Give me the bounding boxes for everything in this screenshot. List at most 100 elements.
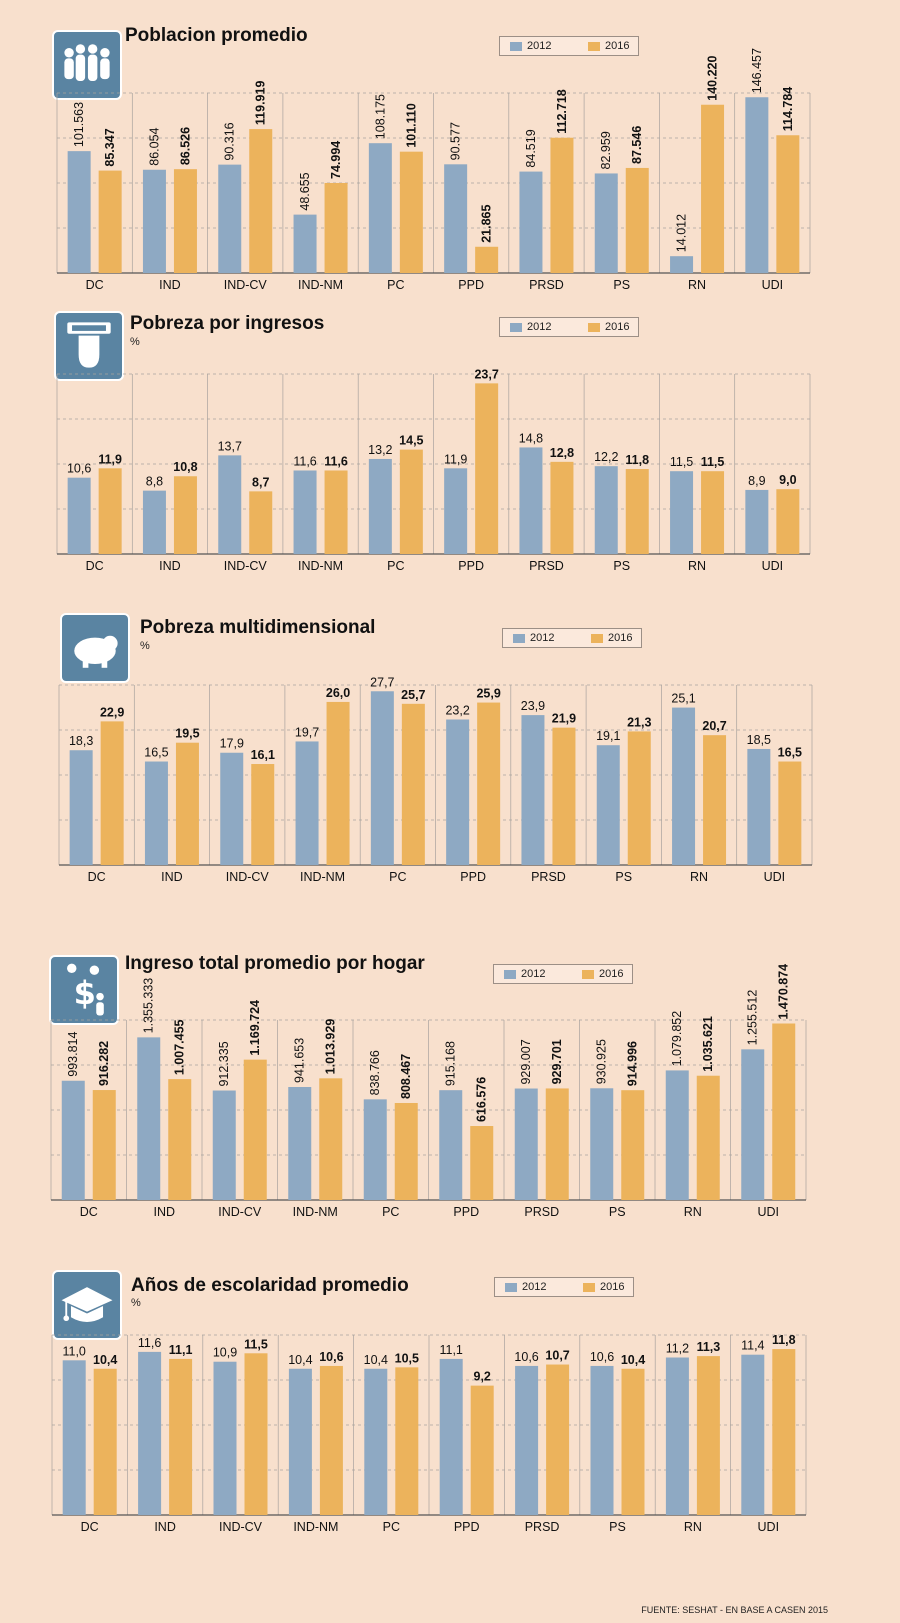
- data-label-2012-ind: 8,8: [146, 475, 163, 489]
- bar-2012-udi: [741, 1049, 765, 1200]
- data-label-2012-ps: 10,6: [590, 1350, 614, 1364]
- bar-2012-ind-nm: [288, 1368, 312, 1515]
- data-label-2012-rn: 11,2: [666, 1342, 689, 1356]
- data-label-2016-ppd: 23,7: [474, 367, 498, 381]
- legend-swatch-2012: [510, 42, 522, 51]
- bar-2016-udi: [776, 135, 800, 273]
- legend-swatch-2016: [583, 1283, 595, 1292]
- bar-2012-udi: [741, 1354, 765, 1515]
- bar-2012-dc: [62, 1360, 86, 1515]
- chart-title: Poblacion promedio: [125, 25, 308, 46]
- data-label-2012-prsd: 929.007: [519, 1039, 533, 1084]
- bar-2016-ind-nm: [324, 183, 348, 273]
- bar-2012-ppd: [444, 164, 468, 273]
- data-label-2012-rn: 14.012: [675, 214, 689, 252]
- graduation-cap-icon: [52, 1270, 122, 1340]
- family-money-icon: $: [49, 955, 119, 1025]
- legend-swatch-2012: [510, 323, 522, 332]
- bar-2016-ps: [627, 731, 651, 865]
- people-icon: [52, 30, 122, 100]
- category-label-ind: IND: [161, 870, 183, 884]
- category-label-ppd: PPD: [460, 870, 486, 884]
- bar-2016-ps: [621, 1368, 645, 1515]
- bar-2016-ps: [625, 469, 649, 554]
- category-label-ps: PS: [609, 1520, 626, 1534]
- bar-2016-ps: [625, 167, 649, 273]
- bar-2016-rn: [696, 1356, 720, 1515]
- data-label-2012-prsd: 84.519: [524, 129, 538, 167]
- bar-2012-ps: [590, 1365, 614, 1515]
- bar-2012-ind-cv: [213, 1361, 237, 1515]
- bar-2012-udi: [745, 97, 769, 273]
- legend-swatch-2016: [588, 42, 600, 51]
- bar-2012-ind: [142, 169, 166, 273]
- legend-swatch-2012: [505, 1283, 517, 1292]
- data-label-2012-pc: 838.766: [368, 1050, 382, 1095]
- legend-label-2016: 2016: [605, 321, 630, 333]
- bar-2016-udi: [772, 1023, 796, 1200]
- bar-2016-rn: [696, 1075, 720, 1200]
- data-label-2016-ppd: 21.865: [480, 204, 494, 242]
- data-label-2016-dc: 85.347: [103, 128, 117, 166]
- category-label-prsd: PRSD: [529, 559, 564, 573]
- legend-swatch-2012: [513, 634, 525, 643]
- bar-2012-prsd: [515, 1365, 539, 1515]
- data-label-2016-ind-nm: 11,6: [324, 454, 348, 468]
- data-label-2012-ppd: 90.577: [449, 122, 463, 160]
- bar-2016-pc: [395, 1367, 419, 1515]
- data-label-2016-rn: 11,3: [697, 1340, 721, 1354]
- legend-swatch-2012: [504, 970, 516, 979]
- chart-plot-poblacion: 101.563 85.347 DC 86.054 86.526 IND 90.316 119.…: [56, 48, 811, 292]
- legend: 2012 2016: [499, 36, 639, 56]
- data-label-2016-dc: 10,4: [93, 1353, 117, 1367]
- category-label-ind: IND: [154, 1520, 176, 1534]
- data-label-2012-ppd: 11,1: [439, 1343, 462, 1357]
- data-label-2012-ind-nm: 19,7: [295, 725, 319, 739]
- category-label-pc: PC: [383, 1520, 400, 1534]
- bar-2012-prsd: [521, 715, 545, 865]
- legend-label-2012: 2012: [530, 632, 555, 644]
- data-label-2012-udi: 146.457: [750, 48, 764, 93]
- data-label-2016-prsd: 10,7: [545, 1349, 569, 1363]
- source-note: FUENTE: SESHAT - EN BASE A CASEN 2015: [641, 1605, 828, 1615]
- category-label-ind-nm: IND-NM: [293, 1205, 338, 1219]
- data-label-2016-ind-nm: 74.994: [329, 141, 343, 179]
- data-label-2016-ind-cv: 16,1: [251, 748, 275, 762]
- category-label-udi: UDI: [764, 870, 786, 884]
- category-label-pc: PC: [387, 278, 404, 292]
- category-label-dc: DC: [88, 870, 106, 884]
- category-label-ind-nm: IND-NM: [300, 870, 345, 884]
- category-label-ind: IND: [159, 278, 181, 292]
- category-label-rn: RN: [684, 1520, 702, 1534]
- chart-unit: %: [130, 336, 140, 348]
- data-label-2012-ind: 11,6: [138, 1336, 161, 1350]
- bar-2012-ppd: [444, 468, 468, 554]
- bar-2012-ps: [590, 1088, 614, 1200]
- bar-2016-ind-cv: [251, 764, 275, 865]
- category-label-ps: PS: [613, 278, 630, 292]
- data-label-2012-dc: 101.563: [72, 102, 86, 147]
- bar-2016-ppd: [470, 1385, 494, 1515]
- bar-2012-dc: [67, 477, 91, 554]
- category-label-ind-cv: IND-CV: [224, 278, 268, 292]
- category-label-rn: RN: [690, 870, 708, 884]
- data-label-2012-ppd: 11,9: [444, 452, 467, 466]
- bar-2016-ind-cv: [243, 1059, 267, 1200]
- bar-2012-ppd: [439, 1358, 463, 1515]
- bar-2016-ind: [173, 169, 197, 273]
- data-label-2012-dc: 10,6: [67, 462, 91, 476]
- bar-2012-dc: [61, 1080, 85, 1200]
- category-label-ind-cv: IND-CV: [219, 1520, 263, 1534]
- bar-2012-prsd: [519, 171, 543, 273]
- bar-2016-ppd: [477, 702, 501, 865]
- bar-2016-udi: [772, 1349, 796, 1515]
- data-label-2016-ps: 21,3: [627, 715, 651, 729]
- bar-2012-ppd: [446, 719, 470, 865]
- bar-2012-rn: [665, 1070, 689, 1200]
- category-label-ind-nm: IND-NM: [293, 1520, 338, 1534]
- data-label-2012-rn: 1.079.852: [670, 1011, 684, 1067]
- data-label-2016-ind: 10,8: [173, 460, 197, 474]
- category-label-prsd: PRSD: [525, 1520, 560, 1534]
- legend: 2012 2016: [493, 964, 633, 984]
- data-label-2016-ind-nm: 1.013.929: [324, 1019, 338, 1075]
